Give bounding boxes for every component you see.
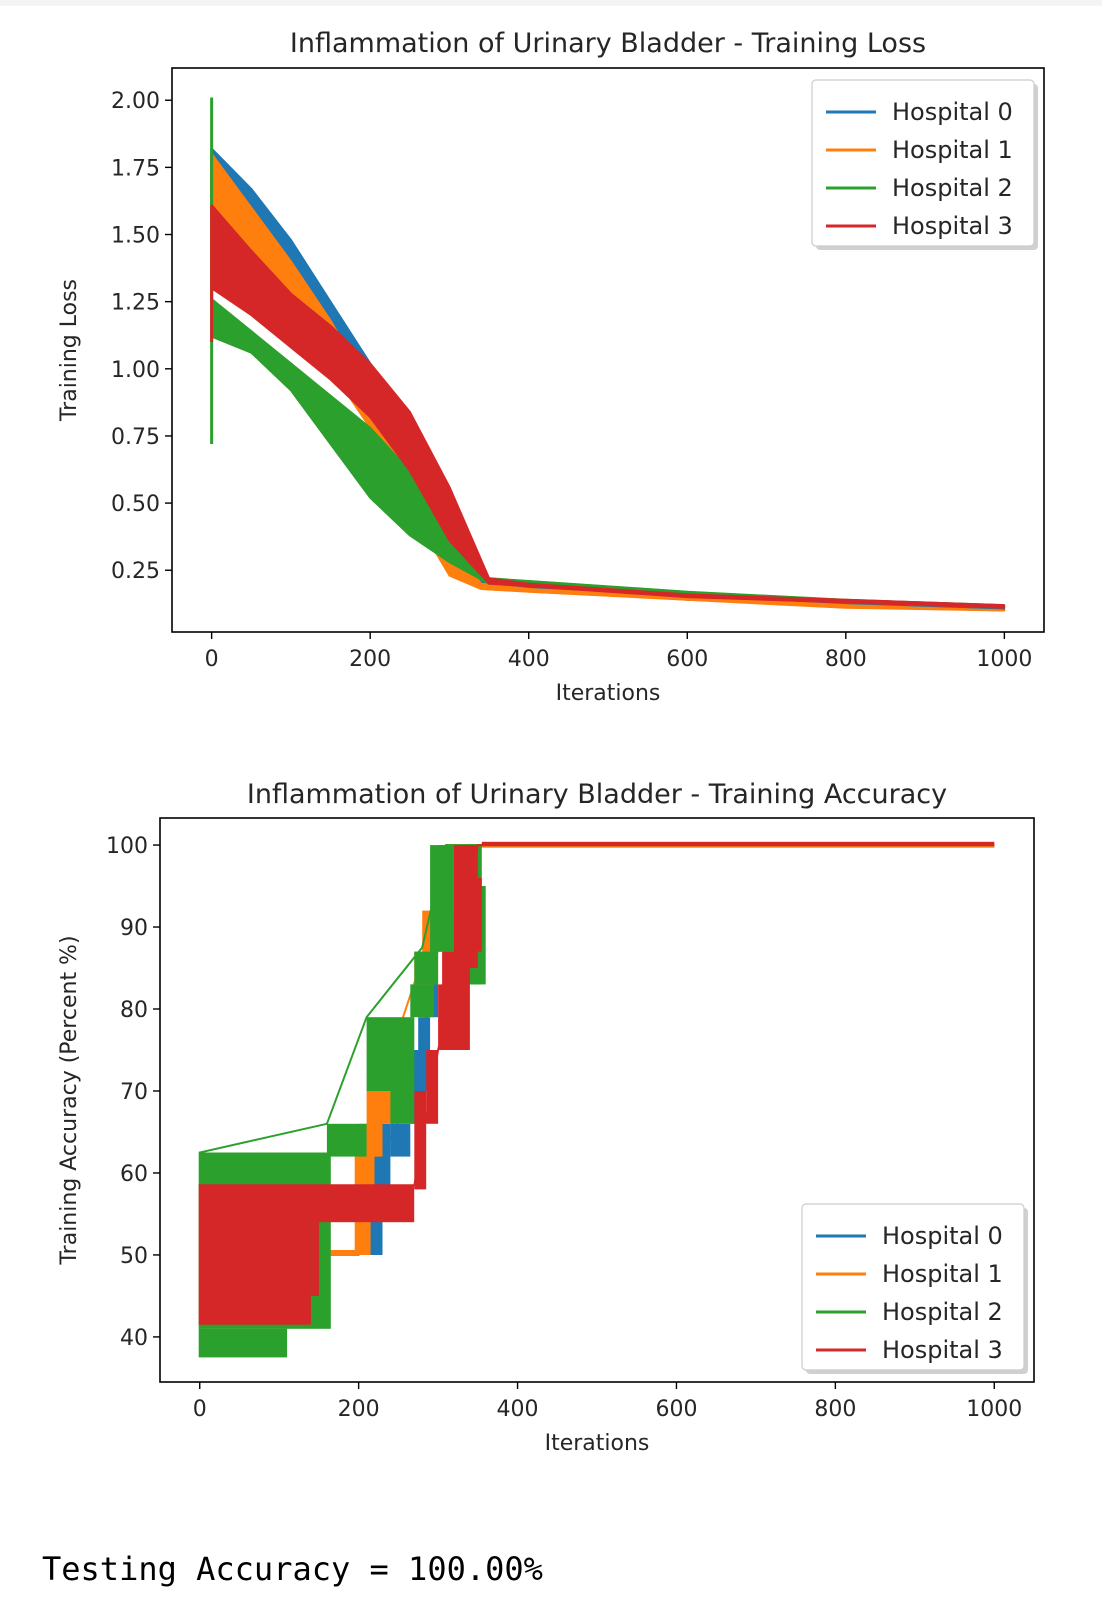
x-tick-label: 0 <box>205 647 219 672</box>
chart-title: Inflammation of Urinary Bladder - Traini… <box>247 779 947 810</box>
accuracy-band <box>414 1091 427 1190</box>
legend-label: Hospital 3 <box>882 1336 1003 1364</box>
y-tick-label: 2.00 <box>111 89 160 114</box>
x-tick-label: 200 <box>349 647 391 672</box>
chart-0: Inflammation of Urinary Bladder - Traini… <box>57 28 1045 706</box>
legend-label: Hospital 0 <box>892 98 1013 126</box>
legend-label: Hospital 2 <box>892 174 1013 202</box>
y-tick-label: 50 <box>120 1244 148 1269</box>
y-tick-label: 0.50 <box>111 492 160 517</box>
axes-frame <box>159 817 1035 1383</box>
x-tick-label: 400 <box>508 647 550 672</box>
y-axis-label: Training Loss <box>57 279 82 422</box>
y-tick-label: 1.25 <box>111 291 160 316</box>
accuracy-band <box>469 877 482 952</box>
x-axis-label: Iterations <box>556 681 661 706</box>
figure-canvas: Inflammation of Urinary Bladder - Traini… <box>57 28 1045 1456</box>
accuracy-band <box>326 1123 367 1157</box>
plot-area <box>198 841 995 1358</box>
y-tick-label: 40 <box>120 1326 148 1351</box>
legend-label: Hospital 1 <box>892 136 1013 164</box>
legend-label: Hospital 3 <box>892 212 1013 240</box>
accuracy-band <box>366 1017 415 1091</box>
x-tick-label: 800 <box>825 647 867 672</box>
x-tick-label: 800 <box>814 1397 856 1422</box>
x-axis-label: Iterations <box>545 1431 650 1456</box>
accuracy-band <box>390 1091 415 1124</box>
legend-label: Hospital 0 <box>882 1222 1003 1250</box>
y-axis-label: Training Accuracy (Percent %) <box>57 935 82 1265</box>
plot-area <box>210 97 1006 612</box>
accuracy-band <box>430 845 454 952</box>
accuracy-band <box>199 1328 288 1358</box>
y-tick-label: 1.75 <box>111 156 160 181</box>
chart-title: Inflammation of Urinary Bladder - Traini… <box>290 28 926 59</box>
accuracy-band <box>199 1185 415 1223</box>
accuracy-band <box>473 845 995 848</box>
y-tick-label: 1.50 <box>111 224 160 249</box>
y-tick-label: 0.75 <box>111 425 160 450</box>
legend-label: Hospital 1 <box>882 1260 1003 1288</box>
accuracy-band <box>410 1050 423 1124</box>
accuracy-band <box>418 1017 431 1091</box>
x-tick-label: 0 <box>193 1397 207 1422</box>
x-tick-label: 400 <box>497 1397 539 1422</box>
legend-box <box>811 79 1035 247</box>
accuracy-band <box>311 1222 319 1296</box>
accuracy-line <box>198 844 995 1325</box>
legend: Hospital 0 Hospital 1 Hospital 2 Hospital 3 <box>801 1203 1028 1374</box>
x-tick-label: 200 <box>338 1397 380 1422</box>
x-tick-label: 1000 <box>966 1397 1022 1422</box>
accuracy-band <box>410 984 435 1018</box>
chart-1: Inflammation of Urinary Bladder - Traini… <box>57 779 1035 1456</box>
y-tick-label: 1.00 <box>111 358 160 383</box>
x-tick-label: 600 <box>666 647 708 672</box>
accuracy-band <box>390 1123 411 1157</box>
y-tick-label: 70 <box>120 1080 148 1105</box>
accuracy-band <box>481 841 995 846</box>
notebook-top-bar <box>0 0 1102 6</box>
legend-label: Hospital 2 <box>882 1298 1003 1326</box>
series-hospital-3 <box>198 841 995 1325</box>
y-tick-label: 60 <box>120 1162 148 1187</box>
accuracy-band <box>414 951 439 985</box>
x-tick-label: 600 <box>655 1397 697 1422</box>
testing-accuracy-output: Testing Accuracy = 100.00% <box>42 1550 543 1588</box>
loss-line-lower <box>211 287 1005 609</box>
y-tick-label: 90 <box>120 916 148 941</box>
y-tick-label: 80 <box>120 998 148 1023</box>
y-tick-label: 0.25 <box>111 559 160 584</box>
legend-box <box>801 1203 1025 1371</box>
x-tick-label: 1000 <box>976 647 1032 672</box>
axes-frame <box>171 67 1045 633</box>
legend: Hospital 0 Hospital 1 Hospital 2 Hospital 3 <box>811 79 1038 250</box>
accuracy-line <box>198 844 995 1358</box>
series-hospital-3 <box>210 204 1006 609</box>
y-tick-label: 100 <box>106 834 148 859</box>
loss-line-upper <box>210 204 1005 607</box>
